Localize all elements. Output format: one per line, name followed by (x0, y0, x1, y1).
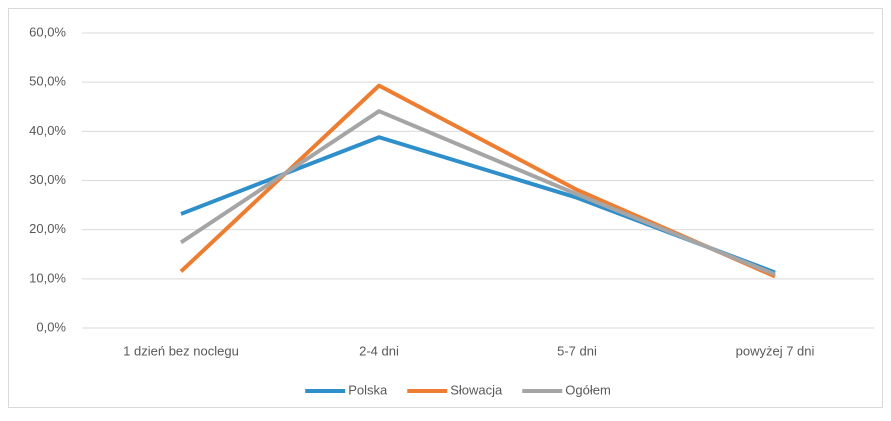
chart-border (8, 8, 883, 408)
y-tick-label: 60,0% (29, 24, 66, 39)
legend-label: Ogółem (565, 382, 611, 397)
y-tick-label: 20,0% (29, 221, 66, 236)
y-tick-label: 50,0% (29, 74, 66, 89)
x-tick-label: powyżej 7 dni (736, 343, 815, 358)
legend-label: Polska (348, 382, 388, 397)
x-tick-label: 2-4 dni (359, 343, 399, 358)
y-tick-label: 10,0% (29, 270, 66, 285)
y-tick-label: 0,0% (36, 319, 66, 334)
x-tick-label: 1 dzień bez noclegu (123, 343, 239, 358)
legend-label: Słowacja (450, 382, 503, 397)
x-tick-label: 5-7 dni (557, 343, 597, 358)
y-tick-label: 40,0% (29, 123, 66, 138)
y-tick-label: 30,0% (29, 172, 66, 187)
series-line (179, 109, 776, 277)
